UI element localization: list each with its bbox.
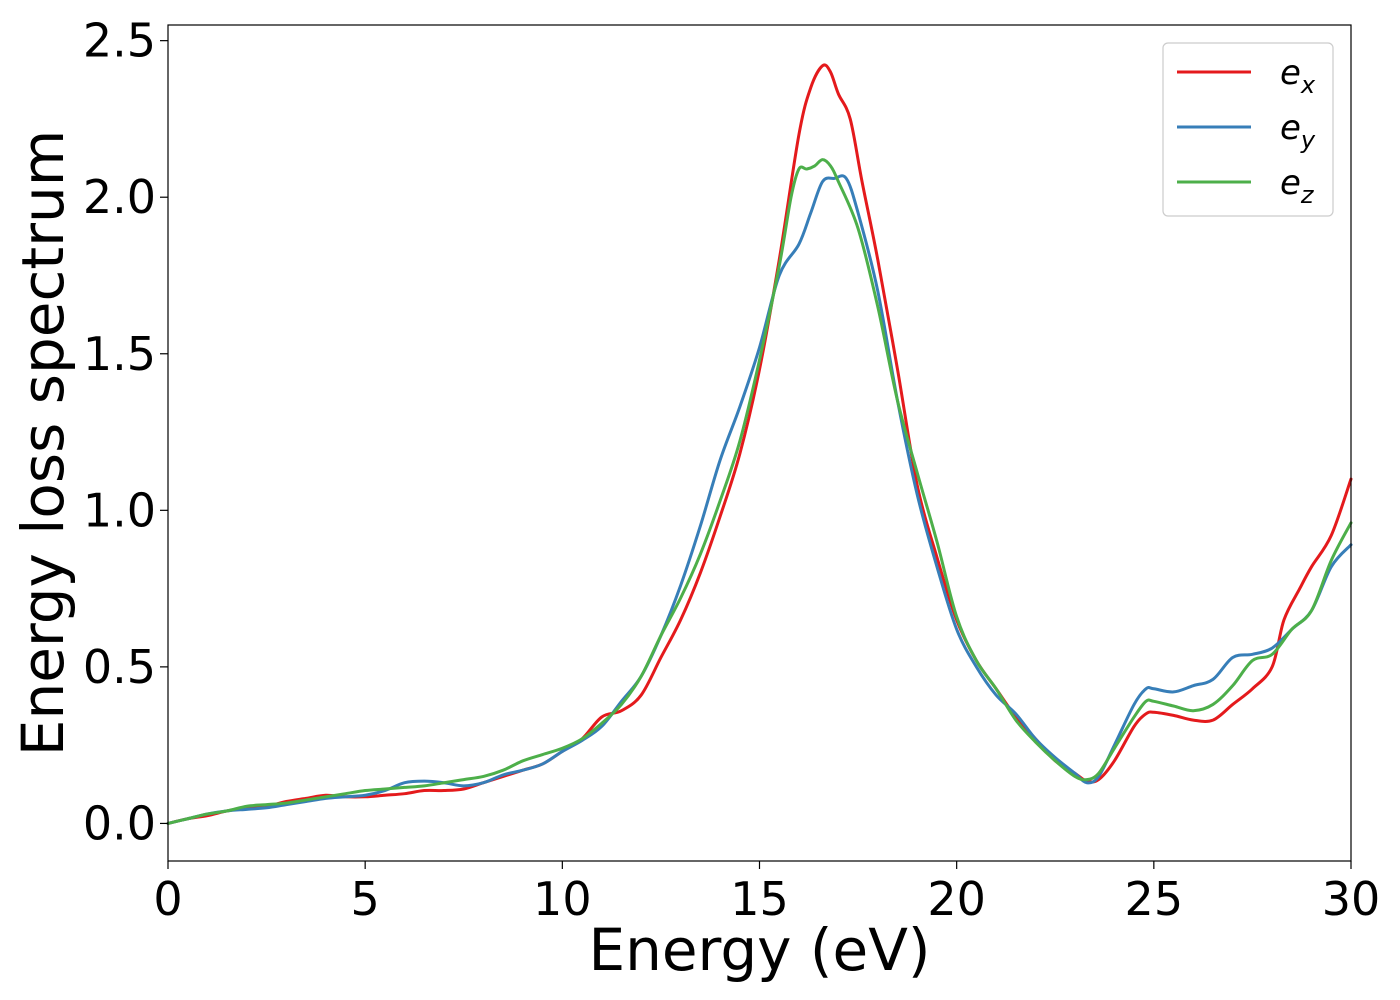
y-axis-title: Energy loss spectrum (9, 130, 77, 756)
legend-box (1162, 42, 1334, 217)
legend-label-sub: x (1300, 71, 1316, 99)
series-line-e-x (166, 63, 1353, 825)
y-axis: 0.0 0.5 1.0 1.5 2.0 2.5 (83, 14, 168, 850)
plot-background (168, 25, 1351, 861)
legend-label-e-x: ex (1280, 53, 1316, 99)
series-line-e-y (166, 174, 1353, 825)
y-tick-label: 2.5 (83, 14, 156, 68)
legend-label-sub: z (1300, 181, 1315, 209)
y-tick-label: 0.0 (83, 796, 156, 850)
x-tick-label: 15 (730, 872, 789, 926)
legend-label-main: e (1280, 53, 1301, 93)
x-axis: 0 5 10 15 20 25 30 (153, 861, 1380, 926)
x-tick-label: 5 (351, 872, 380, 926)
series-line-e-z (166, 158, 1353, 825)
y-tick-label: 2.0 (83, 170, 156, 224)
series-layer (166, 63, 1353, 825)
x-tick-label: 30 (1322, 872, 1381, 926)
legend-label-e-z: ez (1280, 163, 1315, 209)
y-tick-label: 1.5 (83, 327, 156, 381)
x-tick-label: 25 (1125, 872, 1184, 926)
x-tick-label: 0 (153, 872, 182, 926)
legend-label-main: e (1280, 163, 1301, 203)
x-tick-label: 20 (927, 872, 986, 926)
legend-label-sub: y (1300, 126, 1316, 154)
y-tick-label: 1.0 (83, 483, 156, 537)
legend-label-e-y: ey (1280, 108, 1316, 154)
x-axis-title: Energy (eV) (588, 916, 930, 984)
legend-label-main: e (1280, 108, 1301, 148)
y-tick-label: 0.5 (83, 640, 156, 694)
x-tick-label: 10 (533, 872, 592, 926)
